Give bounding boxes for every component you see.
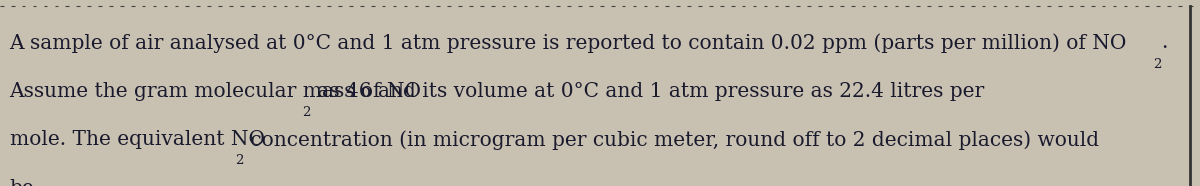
Text: A sample of air analysed at 0°C and 1 atm pressure is reported to contain 0.02 p: A sample of air analysed at 0°C and 1 at… — [10, 33, 1127, 53]
Text: as 46 and its volume at 0°C and 1 atm pressure as 22.4 litres per: as 46 and its volume at 0°C and 1 atm pr… — [311, 82, 984, 101]
Text: be: be — [10, 179, 35, 186]
Text: 2: 2 — [235, 154, 244, 167]
Text: 2: 2 — [1153, 58, 1162, 71]
Text: mole. The equivalent NO: mole. The equivalent NO — [10, 130, 265, 149]
Text: 2: 2 — [302, 106, 311, 119]
Text: concentration (in microgram per cubic meter, round off to 2 decimal places) woul: concentration (in microgram per cubic me… — [244, 130, 1099, 150]
Text: Assume the gram molecular mass of NO: Assume the gram molecular mass of NO — [10, 82, 421, 101]
Text: .: . — [1162, 33, 1168, 52]
